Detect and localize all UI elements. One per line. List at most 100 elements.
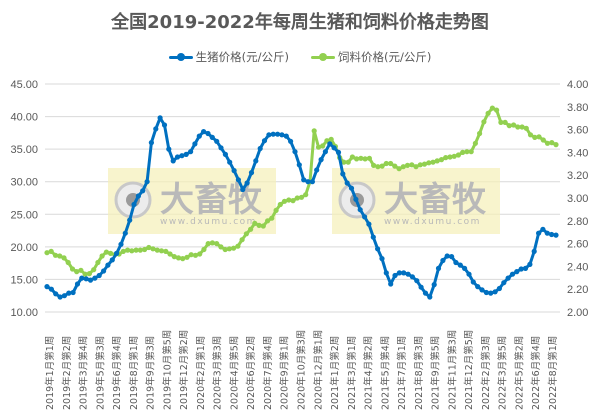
data-point	[417, 162, 423, 168]
y-tick-left: 40.00	[10, 112, 38, 124]
data-point	[197, 251, 203, 257]
data-point	[205, 130, 211, 137]
x-tick-label: 2022年6月第4周	[530, 336, 542, 410]
data-point	[494, 107, 500, 113]
data-point	[166, 146, 172, 152]
data-point	[540, 137, 546, 143]
data-point	[192, 252, 199, 258]
data-point	[430, 159, 436, 165]
data-point	[79, 275, 85, 281]
data-point	[401, 270, 407, 276]
svg-text:www.dxumu.com: www.dxumu.com	[160, 217, 257, 227]
data-point	[527, 132, 534, 138]
data-point	[69, 266, 76, 272]
data-point	[214, 138, 220, 144]
data-point	[383, 270, 389, 276]
data-point	[105, 262, 111, 268]
data-point	[226, 246, 232, 252]
data-point	[527, 261, 533, 267]
data-point	[154, 247, 160, 253]
data-point	[311, 128, 317, 134]
data-point	[301, 177, 307, 183]
data-point	[70, 289, 76, 296]
data-point	[103, 249, 109, 255]
data-point	[305, 179, 311, 185]
x-tick-label: 2019年1月第1周	[44, 336, 56, 410]
data-point	[477, 130, 483, 137]
data-point	[519, 124, 525, 130]
data-point	[281, 198, 288, 204]
y-tick-left: 45.00	[10, 79, 38, 91]
data-point	[383, 160, 389, 167]
data-point	[283, 133, 289, 139]
data-point	[171, 254, 177, 260]
data-point	[248, 226, 254, 232]
data-point	[396, 270, 402, 276]
data-point	[65, 259, 71, 266]
data-point	[498, 119, 504, 125]
data-point	[44, 284, 50, 290]
data-point	[91, 267, 97, 273]
data-point	[314, 167, 320, 173]
x-tick-label: 2020年7月第4周	[262, 336, 274, 410]
data-point	[348, 185, 355, 191]
x-tick-label: 2022年3月第5周	[497, 336, 509, 410]
data-point	[170, 158, 176, 164]
data-point	[309, 179, 315, 185]
data-point	[481, 119, 487, 125]
data-point	[118, 241, 124, 247]
data-point	[183, 151, 189, 157]
data-point	[290, 198, 296, 204]
data-point	[502, 119, 508, 125]
data-point	[505, 275, 511, 281]
y-tick-right: 3.00	[567, 193, 588, 205]
data-point	[303, 192, 309, 198]
x-tick-label: 2020年10月第3周	[296, 330, 308, 410]
data-point	[253, 158, 259, 164]
data-point	[460, 149, 466, 155]
x-tick-label: 2020年9月第1周	[279, 336, 291, 410]
data-point	[354, 156, 360, 162]
y-tick-right: 3.80	[567, 102, 588, 114]
y-tick-left: 30.00	[10, 177, 38, 189]
data-point	[53, 291, 59, 297]
x-tick-label: 2021年9月第5周	[430, 336, 442, 410]
data-point	[353, 196, 359, 202]
data-point	[240, 186, 246, 193]
data-point	[48, 248, 54, 254]
data-point	[510, 122, 517, 128]
data-point	[275, 131, 281, 137]
data-point	[489, 105, 495, 111]
data-point	[99, 253, 105, 259]
y-tick-right: 3.40	[567, 147, 588, 159]
data-point	[218, 145, 224, 151]
data-point	[184, 254, 190, 260]
data-point	[222, 246, 228, 253]
data-point	[440, 257, 446, 264]
data-point	[114, 250, 120, 256]
data-point	[129, 248, 135, 254]
x-tick-label: 2019年12月第2周	[178, 330, 190, 410]
data-point	[180, 256, 186, 262]
x-tick-label: 2020年4月第5周	[228, 336, 240, 410]
data-point	[196, 133, 202, 139]
data-point	[438, 157, 445, 163]
data-point	[146, 244, 152, 251]
data-point	[531, 248, 537, 254]
data-point	[61, 293, 67, 299]
data-point	[239, 237, 245, 243]
y-tick-right: 2.00	[567, 307, 588, 319]
data-point	[163, 248, 169, 254]
data-point	[235, 177, 241, 183]
data-point	[414, 278, 420, 284]
data-point	[273, 207, 279, 213]
data-point	[120, 248, 126, 254]
data-point	[413, 164, 419, 170]
x-tick-label: 2020年12月第1周	[312, 330, 324, 410]
data-point	[108, 250, 114, 256]
data-point	[366, 155, 372, 161]
series-feed-price	[44, 105, 559, 277]
data-point	[127, 217, 133, 223]
data-point	[470, 279, 476, 285]
data-point	[344, 180, 350, 186]
